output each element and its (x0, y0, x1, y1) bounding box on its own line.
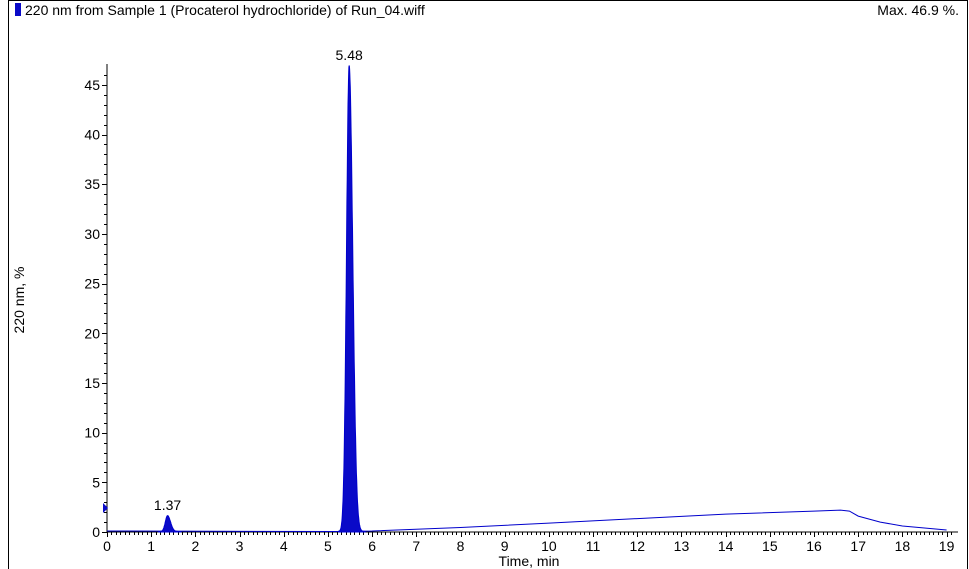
peak-area (158, 515, 182, 533)
y-tick-label: 5 (92, 474, 100, 490)
series-color-swatch (15, 3, 21, 16)
y-tick-label: 0 (92, 524, 100, 540)
y-tick-label: 20 (84, 325, 100, 341)
x-tick-label: 3 (236, 538, 244, 554)
y-tick-label: 40 (84, 127, 100, 143)
x-tick-label: 6 (368, 538, 376, 554)
x-tick-label: 10 (541, 538, 557, 554)
x-tick-label: 5 (324, 538, 332, 554)
y-tick-label: 15 (84, 375, 100, 391)
y-tick-label: 25 (84, 276, 100, 292)
x-tick-label: 14 (718, 538, 734, 554)
x-tick-label: 7 (412, 538, 420, 554)
x-tick-label: 1 (147, 538, 155, 554)
max-intensity-label: Max. 46.9 %. (877, 2, 959, 18)
chart-title: 220 nm from Sample 1 (Procaterol hydroch… (25, 2, 425, 18)
x-tick-label: 16 (806, 538, 822, 554)
y-tick-label: 45 (84, 77, 100, 93)
x-tick-label: 0 (103, 538, 111, 554)
chart-header: 220 nm from Sample 1 (Procaterol hydroch… (9, 0, 967, 19)
x-tick-label: 19 (939, 538, 955, 554)
chart-frame (8, 0, 968, 569)
x-tick-label: 9 (501, 538, 509, 554)
x-tick-label: 18 (895, 538, 911, 554)
x-tick-label: 17 (850, 538, 866, 554)
x-tick-label: 11 (586, 538, 601, 554)
y-ticks: 0 5 10 15 20 25 30 35 40 45 (84, 75, 107, 540)
x-tick-label: 2 (191, 538, 199, 554)
x-tick-label: 8 (457, 538, 465, 554)
y-tick-label: 10 (84, 425, 100, 441)
x-tick-label: 12 (629, 538, 645, 554)
peak-label: 1.37 (154, 497, 181, 513)
x-tick-label: 15 (762, 538, 778, 554)
x-tick-label: 4 (280, 538, 288, 554)
intensity-marker (103, 503, 108, 513)
peak-label: 5.48 (336, 47, 363, 63)
baseline-trace (106, 509, 947, 533)
x-tick-label: 13 (674, 538, 690, 554)
y-tick-label: 30 (84, 226, 100, 242)
y-tick-label: 35 (84, 176, 100, 192)
x-axis-label: Time, min (499, 553, 560, 569)
x-ticks: 0 1 2 3 4 5 6 7 8 9 10 11 12 13 14 15 16 17 18 19 (103, 532, 955, 554)
peaks: 1.37 5.48 (154, 47, 366, 533)
y-axis-label: 220 nm, % (11, 267, 27, 334)
peak-area (338, 65, 366, 533)
axes (106, 64, 958, 533)
